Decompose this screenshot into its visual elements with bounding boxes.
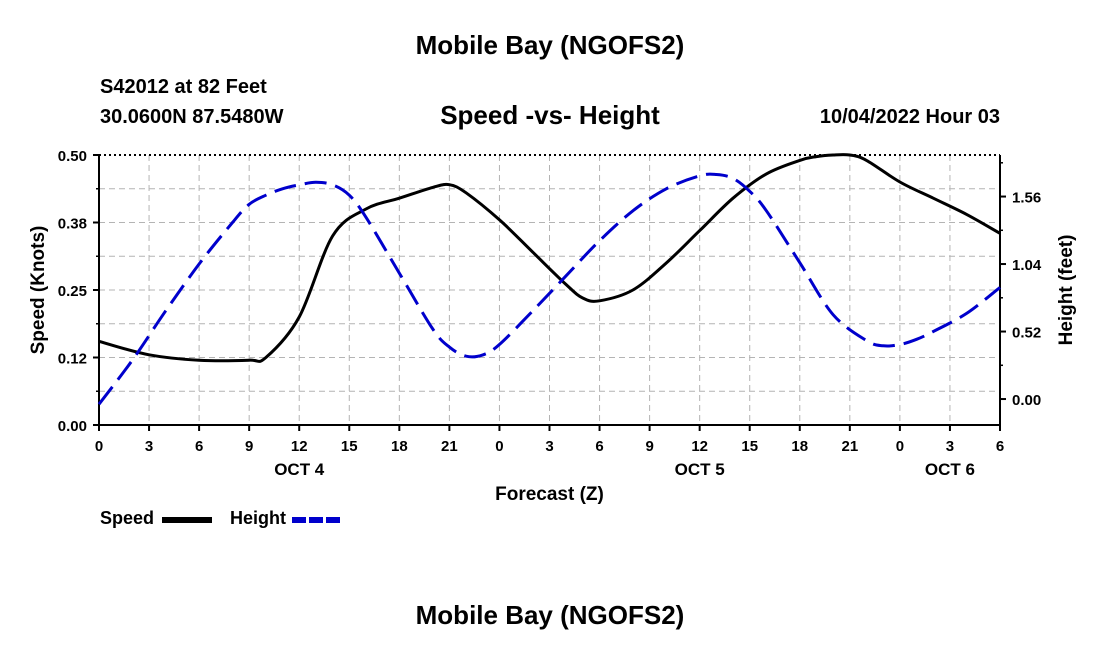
x-axis-label: Forecast (Z) [495, 484, 604, 505]
y2-tick-label: 1.04 [1012, 257, 1042, 274]
day-label: OCT 6 [925, 460, 975, 479]
series-speed-line [98, 153, 1001, 363]
bottom-title: Mobile Bay (NGOFS2) [415, 600, 685, 630]
y2-tick-label: 1.56 [1012, 190, 1041, 207]
day-label: OCT 5 [675, 460, 725, 479]
y-tick-label: 0.25 [58, 283, 87, 300]
y-tick-label: 0.50 [58, 148, 87, 165]
chart-title: Speed -vs- Height [440, 100, 660, 130]
station-label: S42012 at 82 Feet [100, 76, 267, 98]
x-tick-label: 18 [791, 438, 808, 455]
x-tick-label: 6 [195, 438, 203, 455]
x-tick-label: 15 [741, 438, 758, 455]
x-tick-label: 21 [841, 438, 858, 455]
y2-axis-label: Height (feet) [1056, 235, 1077, 346]
legend-height-label: Height [230, 508, 286, 528]
main-title: Mobile Bay (NGOFS2) [415, 30, 685, 60]
y-tick-label: 0.38 [58, 216, 87, 233]
x-tick-label: 0 [896, 438, 904, 455]
series-height-line [97, 172, 1001, 406]
x-tick-label: 21 [441, 438, 458, 455]
x-tick-label: 6 [996, 438, 1004, 455]
x-tick-label: 3 [946, 438, 954, 455]
x-tick-label: 9 [245, 438, 253, 455]
x-tick-label: 15 [341, 438, 358, 455]
x-tick-label: 6 [595, 438, 603, 455]
y2-tick-label: 0.52 [1012, 325, 1041, 342]
legend-height-line [292, 517, 342, 523]
day-label: OCT 4 [274, 460, 325, 479]
station-coordinates: 30.0600N 87.5480W [100, 106, 284, 128]
y-tick-label: 0.00 [58, 418, 87, 435]
x-tick-label: 3 [545, 438, 553, 455]
legend-speed-label: Speed [100, 508, 155, 528]
x-tick-label: 12 [691, 438, 708, 455]
grid [99, 155, 1000, 425]
legend-speed-line [162, 517, 212, 523]
x-tick-label: 12 [291, 438, 308, 455]
y2-tick-label: 0.00 [1012, 392, 1041, 409]
x-tick-label: 0 [495, 438, 503, 455]
forecast-datetime: 10/04/2022 Hour 03 [819, 106, 1000, 128]
y-axis-label: Speed (Knots) [28, 226, 49, 355]
x-tick-label: 0 [95, 438, 103, 455]
x-tick-label: 9 [645, 438, 653, 455]
x-tick-label: 3 [145, 438, 153, 455]
y-tick-label: 0.12 [58, 351, 87, 368]
x-tick-label: 18 [391, 438, 408, 455]
